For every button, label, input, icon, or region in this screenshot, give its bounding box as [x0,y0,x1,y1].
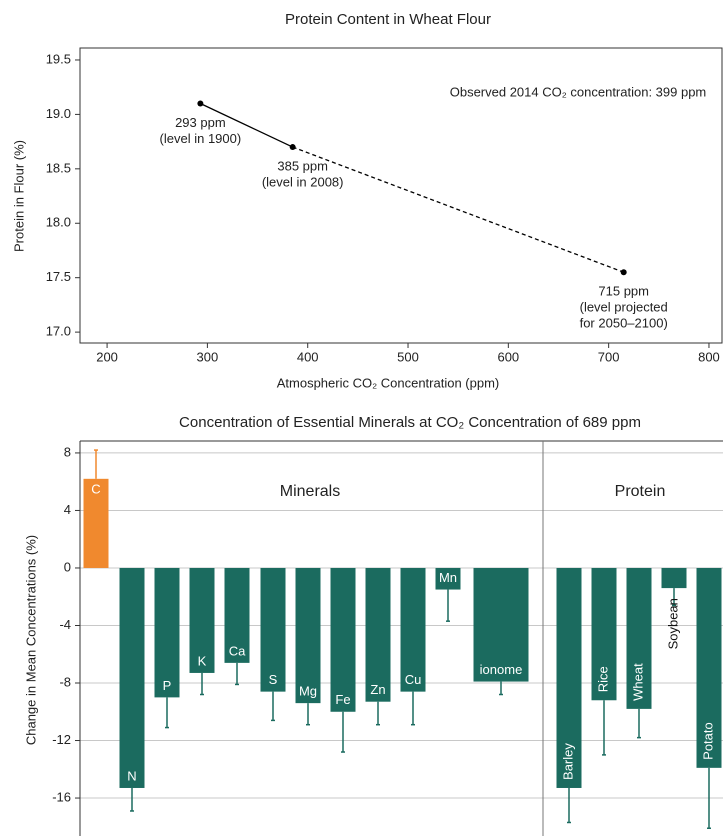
bar [365,567,391,702]
line-segment [292,146,624,273]
point-label: 293 ppm [175,115,226,130]
y-tick-label: -16 [52,789,71,804]
bar [154,567,180,698]
y-tick-label: -8 [59,674,71,689]
line-segment [200,102,293,148]
x-tick-label: 400 [297,349,319,364]
x-tick-label: 600 [497,349,519,364]
point-label: (level in 2008) [262,174,344,189]
category-label: Ca [229,643,246,658]
y-tick-label: -4 [59,617,71,632]
bar [119,567,145,788]
bar [626,567,652,709]
annotation: Observed 2014 CO₂ concentration: 399 ppm [450,84,707,99]
category-label: K [198,653,207,668]
y-tick-label: 17.0 [46,324,71,339]
category-label: Fe [335,692,350,707]
y-tick-label: 8 [64,444,71,459]
bar [295,567,321,704]
bar [556,567,582,788]
category-label: P [163,678,172,693]
y-tick-label: 18.5 [46,160,71,175]
data-point [620,269,627,276]
point-label: 385 ppm [277,158,328,173]
y-axis-label: Protein in Flour (%) [11,140,26,252]
category-label: Mn [439,570,457,585]
category-label: Cu [405,672,422,687]
category-label: N [127,768,136,783]
category-label: C [91,481,100,496]
chart-title: Protein Content in Wheat Flour [285,11,491,28]
point-label: (level in 1900) [160,131,242,146]
y-tick-label: 19.0 [46,106,71,121]
category-label: Barley [560,743,575,780]
x-tick-label: 700 [598,349,620,364]
y-axis-label: Change in Mean Concentrations (%) [23,535,38,745]
category-label: S [269,672,278,687]
category-label: Potato [700,722,715,760]
x-axis-label: Atmospheric CO₂ Concentration (ppm) [277,375,500,390]
x-tick-label: 300 [197,349,219,364]
bar [330,567,356,712]
category-label: Soybean [665,598,680,649]
bar [473,567,529,682]
x-tick-label: 800 [698,349,720,364]
bar [661,567,687,589]
bar [83,478,109,568]
y-tick-label: -12 [52,732,71,747]
category-label: Mg [299,684,317,699]
bar [224,567,250,663]
y-tick-label: 19.5 [46,51,71,66]
category-label: Rice [595,666,610,692]
category-label: Zn [370,682,385,697]
bar [435,567,461,590]
category-label: ionome [480,662,523,677]
group-label: Protein [615,483,666,500]
group-label: Minerals [280,483,340,500]
data-point [289,144,296,151]
data-point [197,100,204,107]
plot-frame [79,47,723,344]
bar [696,567,722,768]
category-label: Wheat [630,663,645,701]
chart-title: Concentration of Essential Minerals at C… [179,414,641,431]
y-tick-label: 18.0 [46,215,71,230]
bar [189,567,215,673]
x-tick-label: 500 [397,349,419,364]
y-tick-label: 17.5 [46,269,71,284]
bar [260,567,286,692]
point-label: for 2050–2100) [580,316,668,331]
y-tick-label: 4 [64,502,71,517]
x-tick-label: 200 [96,349,118,364]
y-tick-label: 0 [64,559,71,574]
point-label: (level projected [580,300,668,315]
point-label: 715 ppm [598,284,649,299]
bar [591,567,617,701]
bar [400,567,426,692]
